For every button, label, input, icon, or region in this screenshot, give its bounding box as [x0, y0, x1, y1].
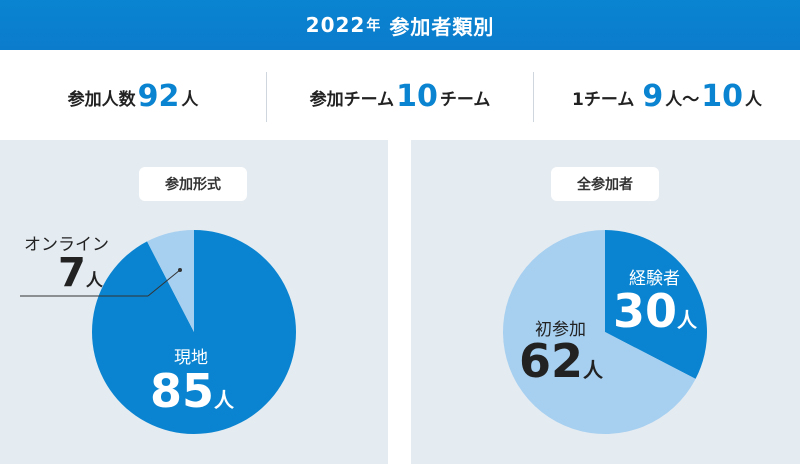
- stat-unit: チーム: [439, 89, 491, 110]
- chart-title: 全参加者: [577, 177, 633, 193]
- stat-team-size: 1チーム 9 人〜 10 人: [534, 62, 800, 132]
- chart-title: 参加形式: [165, 177, 221, 193]
- slice-value-online: 7: [58, 250, 86, 296]
- slice-value-experienced: 30: [613, 284, 678, 338]
- chart-title-pill: 全参加者: [551, 167, 659, 201]
- leader-dot: [178, 268, 182, 272]
- header-year-suffix: 年: [366, 18, 382, 34]
- header-title: 参加者類別: [389, 14, 495, 39]
- pie-chart-all: [503, 230, 707, 434]
- slice-unit-experienced: 人: [677, 308, 698, 332]
- pie-slice-1: [147, 230, 194, 332]
- stat-unit: 人: [181, 89, 199, 110]
- pie-slice-0: [605, 230, 707, 379]
- stat-value: 92: [137, 79, 180, 114]
- stat-value: 10: [396, 79, 438, 114]
- slice-label-online: オンライン: [24, 235, 109, 255]
- slice-label-first-time: 初参加: [535, 320, 586, 340]
- slice-unit-onsite: 人: [214, 388, 235, 412]
- slice-value-onsite-wrap: 85人: [150, 368, 234, 414]
- leader-line-diag: [147, 269, 181, 297]
- stat-divider: [266, 72, 267, 122]
- stat-teams: 参加チーム 10 チーム: [267, 62, 533, 132]
- stat-divider: [533, 72, 534, 122]
- stat-value2: 10: [701, 79, 743, 114]
- slice-value-onsite: 85: [150, 364, 215, 418]
- pie-chart-format: [20, 230, 296, 434]
- slice-value-first-time: 62: [519, 334, 584, 388]
- slice-unit-first-time: 人: [583, 358, 604, 382]
- header-year: 2022: [305, 13, 366, 37]
- page-header: 2022 年 参加者類別: [0, 0, 800, 50]
- slice-label-experienced: 経験者: [629, 269, 680, 289]
- panel-all-participants: 全参加者 経験者 30人 初参加 62人: [411, 140, 800, 464]
- stat-unit: 人: [744, 89, 762, 110]
- stat-value: 9: [642, 79, 664, 114]
- pie-slice-1: [503, 230, 696, 434]
- slice-value-online-wrap: 7人: [58, 253, 103, 293]
- slice-value-first-time-wrap: 62人: [519, 338, 603, 384]
- stat-participants: 参加人数 92 人: [0, 62, 266, 132]
- panel-participation-format: 参加形式 オンライン 7人 現地 85人: [0, 140, 388, 464]
- slice-label-onsite: 現地: [174, 348, 208, 368]
- slice-unit-online: 人: [85, 271, 103, 291]
- stat-label: 1チーム: [572, 89, 635, 110]
- stat-label: 参加チーム: [309, 89, 395, 110]
- chart-title-pill: 参加形式: [139, 167, 247, 201]
- stat-mid: 人〜: [665, 89, 700, 110]
- slice-value-experienced-wrap: 30人: [613, 288, 697, 334]
- stat-label: 参加人数: [67, 89, 136, 110]
- stats-row: 参加人数 92 人 参加チーム 10 チーム 1チーム 9 人〜 10 人: [0, 62, 800, 132]
